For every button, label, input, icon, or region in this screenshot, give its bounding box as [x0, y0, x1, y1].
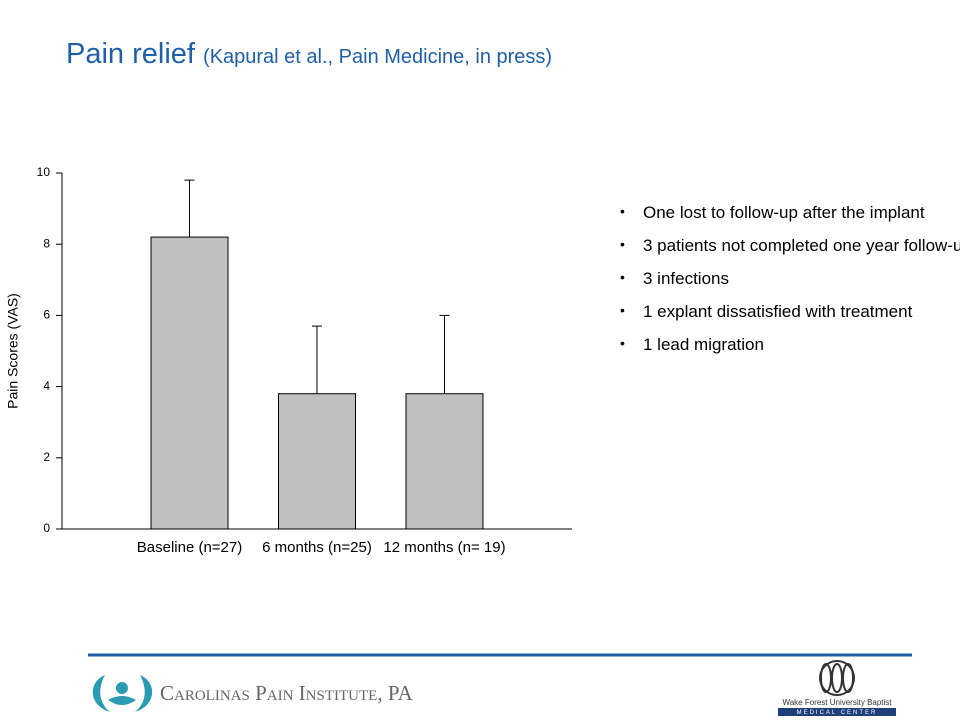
right-logo-line2: MEDICAL CENTER [797, 710, 878, 716]
x-tick-label: 12 months (n= 19) [383, 539, 505, 556]
title-sub: (Kapural et al., Pain Medicine, in press… [203, 46, 553, 68]
left-logo-icon [92, 675, 153, 712]
y-tick-label: 6 [43, 308, 50, 322]
bullet: One lost to follow-up after the implant [620, 202, 960, 223]
x-tick-label: Baseline (n=27) [137, 539, 242, 556]
bullet: 3 infections [620, 267, 960, 289]
bar [150, 236, 229, 530]
footer: Carolinas Pain Institute, PA Wake Forest… [88, 653, 912, 716]
x-tick-label: 6 months (n=25) [262, 539, 372, 556]
y-tick-label: 0 [43, 521, 50, 535]
bar [278, 393, 356, 530]
bullet-list: One lost to follow-up after the implant 3… [620, 202, 960, 367]
y-tick-label: 10 [37, 165, 51, 179]
right-logo-line1: Wake Forest University Baptist [782, 698, 892, 707]
right-logo-bar [778, 708, 896, 716]
y-tick-label: 8 [43, 236, 50, 250]
bullet: 1 explant dissatisfied with treatment [620, 300, 960, 322]
bullet: 3 patients not completed one year follow… [620, 234, 960, 256]
y-tick-label: 4 [43, 379, 50, 393]
y-axis-label: Pain Scores (VAS) [5, 293, 21, 409]
bar [405, 393, 484, 530]
bullet: 1 lead migration [620, 333, 960, 355]
right-logo-icon [819, 660, 855, 696]
chart: Pain Scores (VAS) 0 2 4 6 8 10 Baseline (n=27)… [5, 165, 572, 556]
left-logo-text: Carolinas Pain Institute, PA [160, 681, 414, 705]
slide-title: Pain relief (Kapural et al., Pain Medici… [66, 38, 552, 71]
y-tick-label: 2 [43, 450, 50, 464]
title-main: Pain relief [66, 38, 195, 70]
